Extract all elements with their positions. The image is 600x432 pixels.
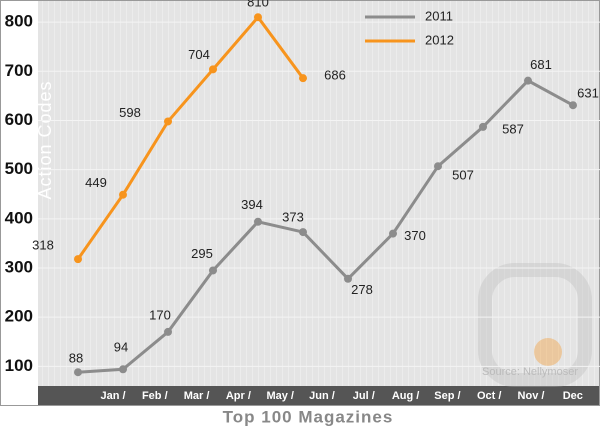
data-label: 278: [351, 282, 373, 297]
point: [209, 266, 217, 275]
point: [434, 162, 442, 171]
legend-label: 2011: [425, 8, 453, 23]
point: [254, 13, 262, 22]
data-label: 373: [282, 210, 304, 225]
x-tick-label: Sep /: [434, 390, 460, 402]
x-tick-label: Dec: [563, 390, 583, 402]
point: [344, 274, 352, 283]
y-tick-label: 200: [5, 307, 33, 326]
point: [254, 217, 262, 226]
data-label: 681: [530, 57, 552, 72]
data-label: 94: [114, 340, 128, 355]
x-tick-label: Jun /: [309, 390, 335, 402]
x-tick-label: Mar /: [184, 390, 210, 402]
x-axis-label: Top 100 Magazines: [223, 407, 394, 426]
x-tick-label: Aug /: [392, 390, 420, 402]
data-label: 88: [69, 351, 83, 366]
data-label: 170: [149, 307, 171, 322]
point: [569, 101, 577, 110]
point: [119, 365, 127, 374]
data-label: 686: [324, 68, 346, 83]
data-label: 449: [85, 175, 107, 190]
x-tick-label: Nov /: [518, 390, 545, 402]
point: [299, 228, 307, 237]
point: [74, 368, 82, 377]
legend-label: 2012: [425, 32, 454, 47]
data-label: 394: [241, 197, 263, 212]
y-axis-label: Action Codes: [35, 80, 55, 199]
x-tick-label: Apr /: [226, 390, 251, 402]
plot-background: [38, 0, 600, 386]
point: [119, 190, 127, 199]
watermark-logo: [478, 263, 592, 387]
data-label: 631: [577, 86, 599, 101]
y-tick-label: 400: [5, 208, 33, 227]
data-label: 507: [452, 168, 474, 183]
point: [299, 74, 307, 83]
y-tick-label: 700: [5, 61, 33, 80]
x-tick-label: Feb /: [142, 390, 168, 402]
data-label: 587: [502, 121, 524, 136]
x-axis-band: [38, 386, 600, 406]
x-tick-label: Jul /: [353, 390, 375, 402]
y-tick-label: 600: [5, 110, 33, 129]
x-tick-label: Oct /: [477, 390, 501, 402]
data-label: 295: [191, 246, 213, 261]
point: [524, 76, 532, 85]
y-tick-label: 100: [5, 356, 33, 375]
data-label: 810: [247, 0, 269, 10]
y-tick-label: 300: [5, 257, 33, 276]
data-label: 598: [119, 105, 141, 120]
point: [479, 122, 487, 131]
point: [209, 65, 217, 74]
line: [77, 78, 574, 374]
x-tick-label: Jan /: [100, 390, 125, 402]
point: [164, 327, 172, 336]
point: [74, 255, 82, 264]
data-label: 704: [188, 47, 210, 62]
source: Source: Nellymoser: [482, 366, 578, 378]
data-label: 318: [32, 238, 54, 253]
y-tick-label: 800: [5, 12, 33, 31]
point: [164, 117, 172, 126]
x-tick-label: May /: [266, 390, 294, 402]
line: [76, 14, 305, 260]
point: [389, 229, 397, 238]
data-label: 370: [404, 228, 426, 243]
y-tick-label: 500: [5, 159, 33, 178]
